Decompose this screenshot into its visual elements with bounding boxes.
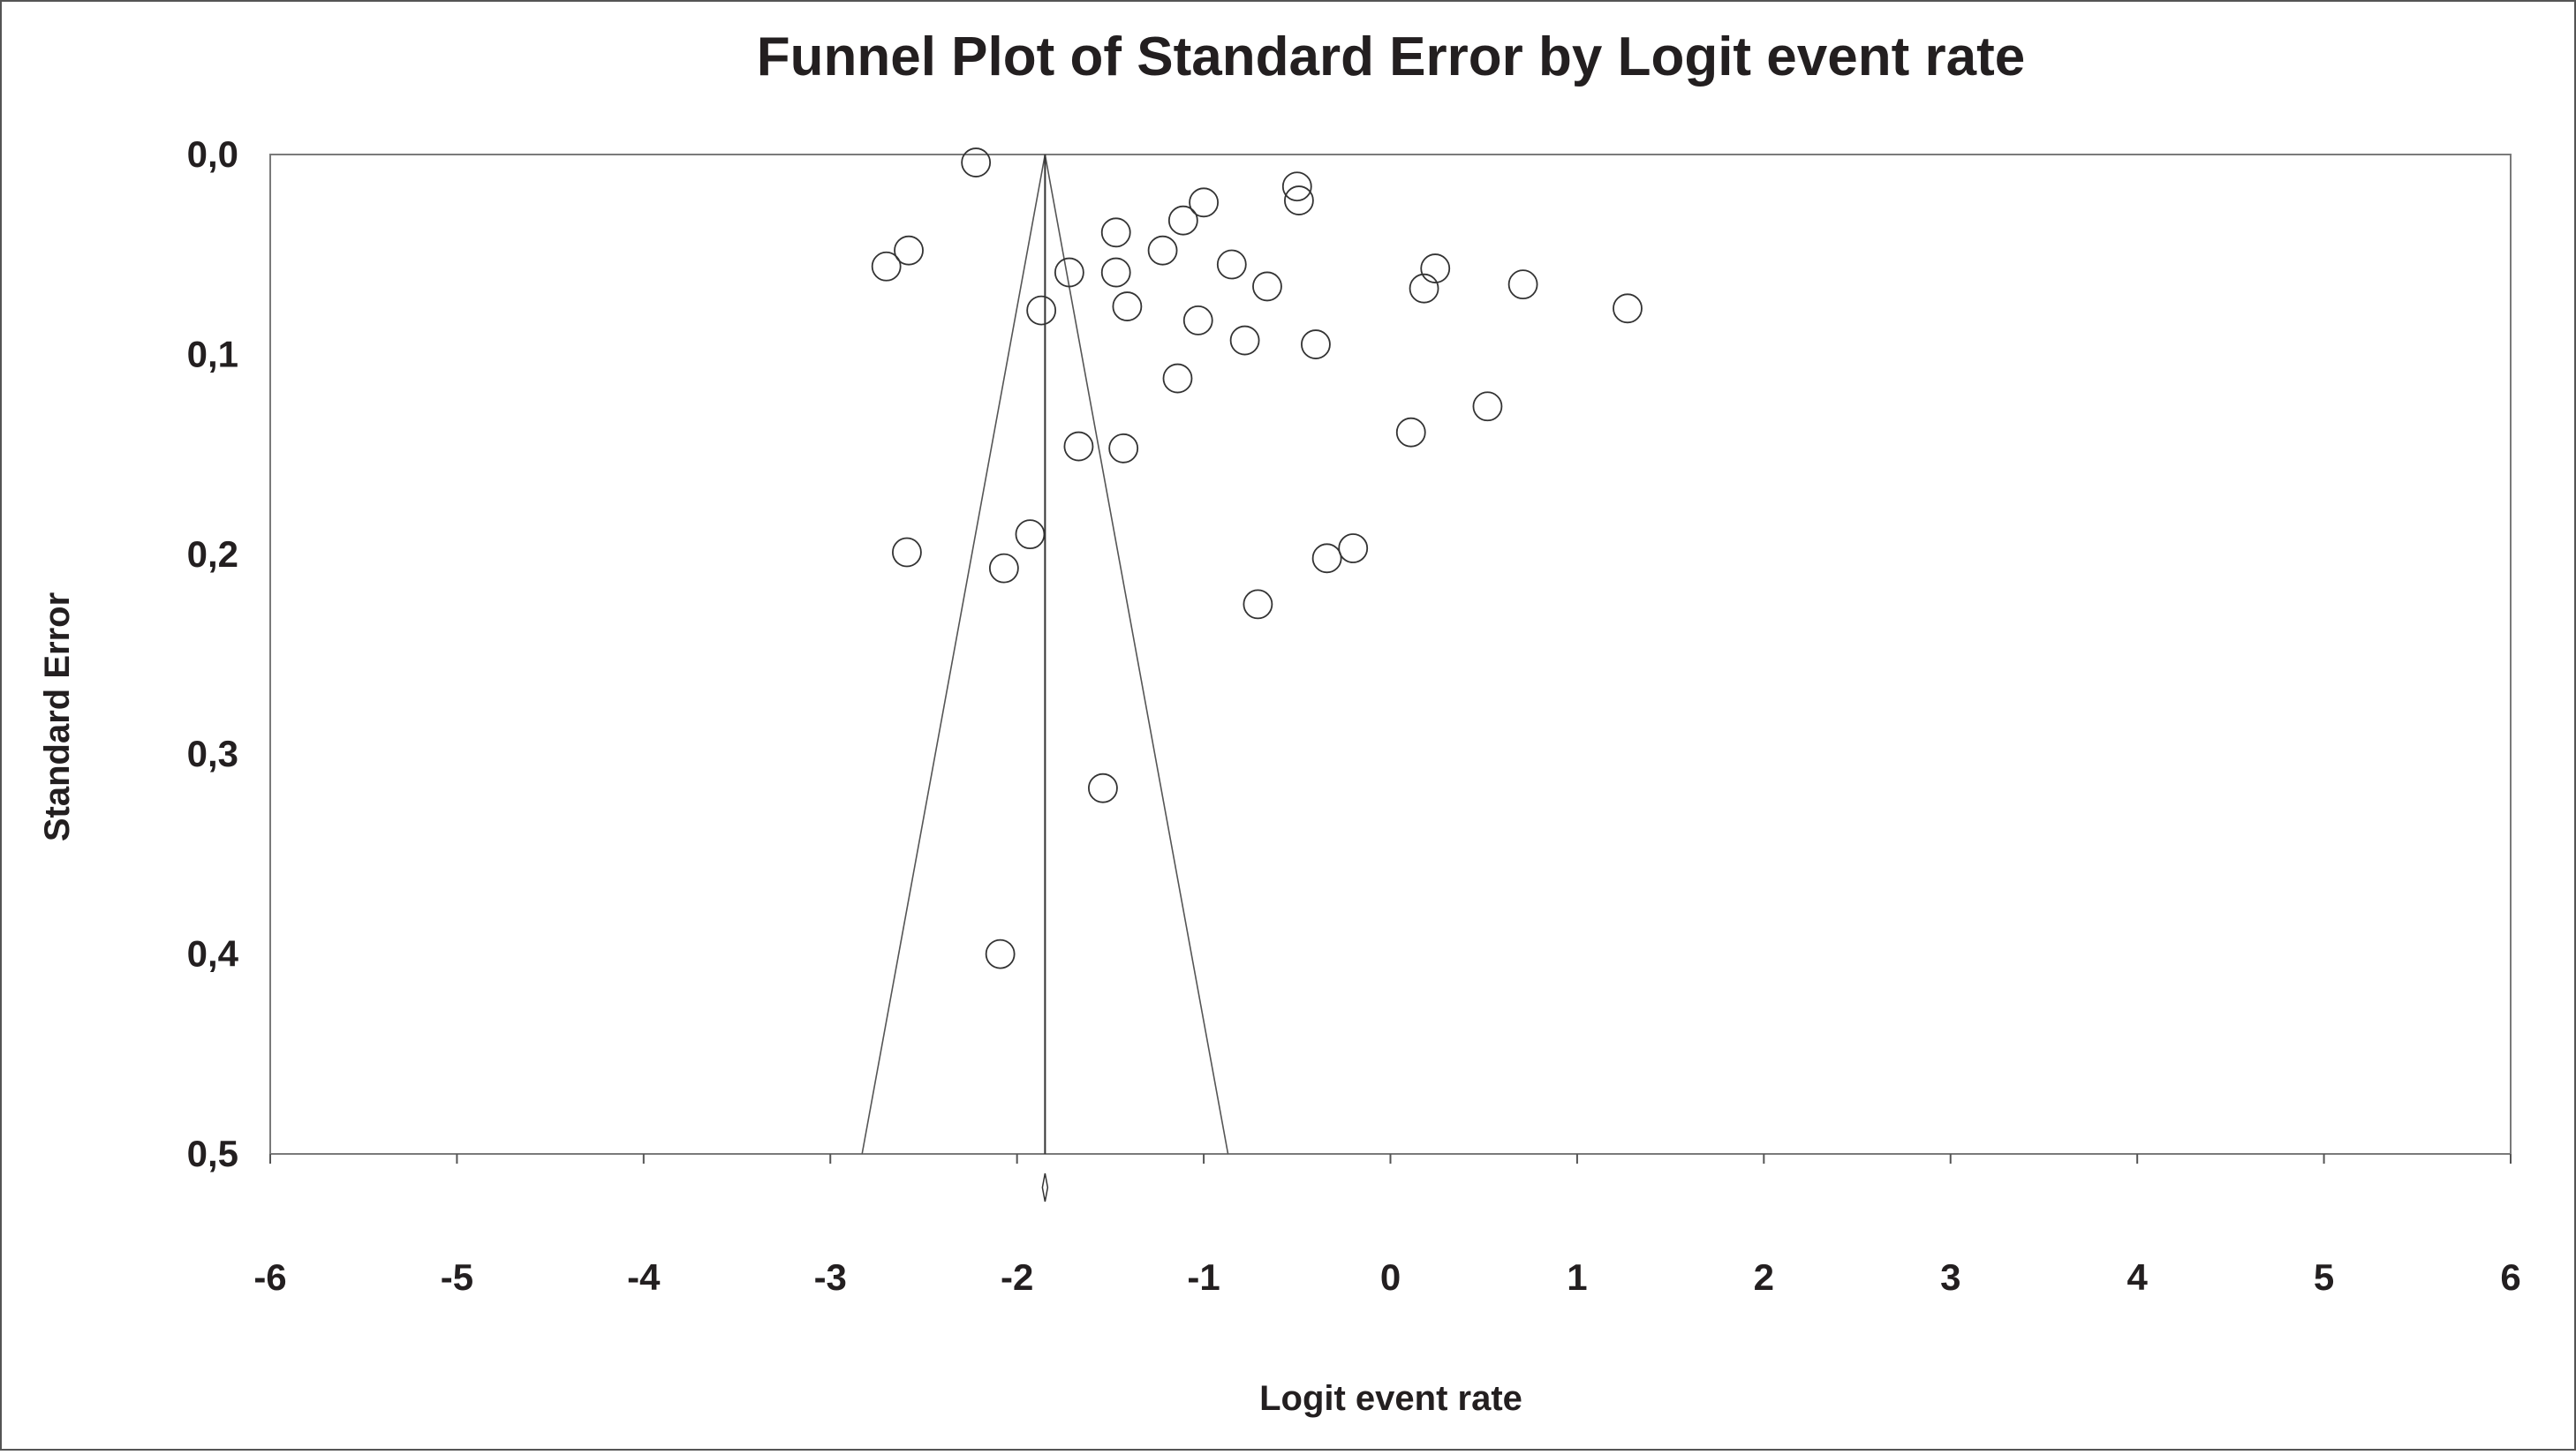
- study-point: [1015, 519, 1046, 550]
- y-tick-label: 0,5: [187, 1133, 238, 1174]
- study-point: [1507, 269, 1538, 300]
- x-tick-label: 0: [1380, 1256, 1401, 1298]
- study-point: [1167, 205, 1198, 236]
- study-point: [1409, 273, 1439, 304]
- study-point: [1613, 293, 1643, 324]
- study-point: [988, 553, 1019, 584]
- study-point: [1100, 257, 1131, 288]
- x-tick-label: -5: [441, 1256, 473, 1298]
- study-point: [1063, 431, 1094, 462]
- y-tick-label: 0,0: [187, 133, 238, 175]
- study-point: [1472, 391, 1503, 422]
- study-point: [1252, 271, 1282, 302]
- study-point: [1338, 533, 1369, 563]
- x-tick-label: 1: [1567, 1256, 1587, 1298]
- funnel-right-line: [1044, 154, 1229, 1155]
- x-tick-label: -2: [1001, 1256, 1033, 1298]
- study-point: [1162, 363, 1193, 394]
- x-tick-label: 3: [1940, 1256, 1960, 1298]
- study-point: [1243, 589, 1273, 620]
- x-tick-label: -3: [814, 1256, 847, 1298]
- y-tick-label: 0,1: [187, 333, 238, 374]
- study-point: [1088, 773, 1118, 803]
- x-axis-label: Logit event rate: [1259, 1379, 1522, 1418]
- x-tick-label: -1: [1187, 1256, 1220, 1298]
- study-point: [1054, 257, 1084, 288]
- study-point: [871, 251, 902, 282]
- study-point: [1284, 185, 1314, 215]
- study-point: [1216, 249, 1247, 280]
- y-axis-label: Standard Error: [38, 592, 77, 841]
- study-points: [871, 147, 1643, 969]
- study-point: [1420, 253, 1451, 283]
- study-point: [1395, 417, 1426, 448]
- study-point: [1189, 187, 1219, 218]
- x-tick-label: 2: [1754, 1256, 1774, 1298]
- x-tick-label: 4: [2127, 1256, 2148, 1298]
- y-tick-label: 0,2: [187, 533, 238, 575]
- study-point: [894, 235, 924, 266]
- x-tick-label: -6: [253, 1256, 286, 1298]
- x-tick-label: 5: [2314, 1256, 2334, 1298]
- study-point: [985, 939, 1016, 969]
- study-point: [1147, 235, 1178, 266]
- y-tick-label: 0,4: [187, 933, 239, 975]
- study-point: [1100, 217, 1131, 248]
- y-tick-label: 0,3: [187, 733, 238, 774]
- funnel-lines: [861, 154, 1229, 1155]
- study-point: [961, 147, 992, 177]
- study-point: [1311, 543, 1342, 574]
- study-point: [1281, 171, 1312, 202]
- study-point: [1182, 305, 1213, 335]
- summary-diamond: [1041, 1172, 1049, 1202]
- chart-title: Funnel Plot of Standard Error by Logit e…: [757, 26, 2025, 87]
- funnel-left-line: [861, 154, 1046, 1155]
- y-axis-tick-labels: 0,0 0,1 0,2 0,3 0,4 0,5: [187, 133, 239, 1174]
- x-axis-ticks: [269, 1154, 2512, 1164]
- study-point: [892, 537, 922, 568]
- x-tick-label: 6: [2500, 1256, 2520, 1298]
- study-point: [1301, 329, 1331, 359]
- study-point: [1108, 433, 1139, 464]
- study-point: [1229, 325, 1260, 356]
- study-point: [1112, 291, 1143, 321]
- x-tick-label: -4: [627, 1256, 661, 1298]
- study-point: [1026, 295, 1057, 326]
- summary-diamond-shape: [1041, 1172, 1049, 1202]
- x-axis-tick-labels: -6 -5 -4 -3 -2 -1 0 1 2 3 4 5 6: [253, 1256, 2520, 1298]
